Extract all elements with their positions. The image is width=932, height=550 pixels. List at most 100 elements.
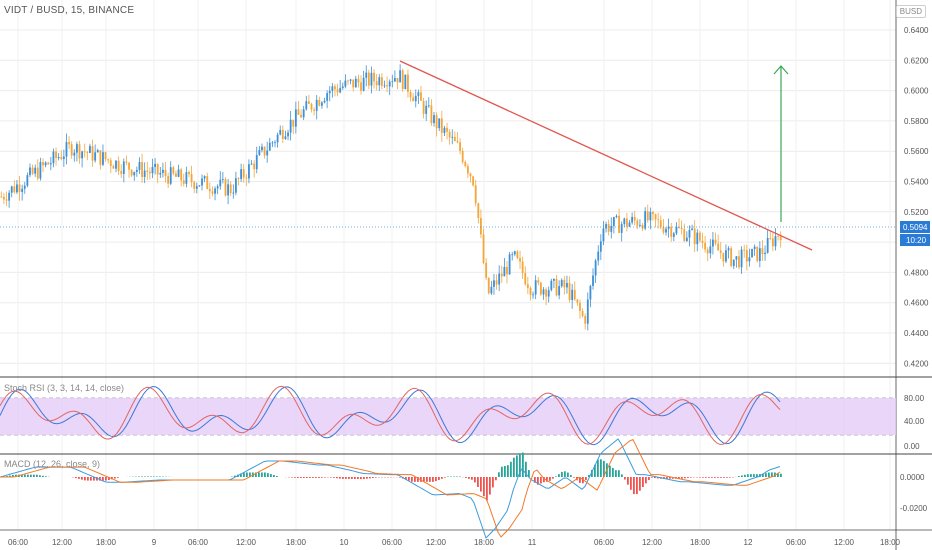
candle (532, 291, 534, 299)
candle (193, 180, 196, 194)
candle (36, 159, 39, 181)
annotation-arrow[interactable] (773, 65, 789, 222)
price-tick: 0.6400 (904, 26, 929, 35)
candle (625, 212, 628, 232)
candle (117, 156, 120, 175)
candle (216, 184, 219, 195)
candle (466, 163, 469, 178)
candle (440, 110, 443, 142)
candle (487, 277, 490, 295)
candle (500, 265, 503, 283)
candle (706, 247, 709, 262)
candle (618, 208, 620, 234)
candle (672, 231, 675, 242)
candle (430, 99, 433, 126)
candle (774, 228, 777, 251)
candle (722, 252, 725, 267)
candle (740, 246, 743, 274)
candle (730, 246, 733, 268)
candle (321, 101, 323, 109)
candle (461, 147, 464, 165)
candle (78, 140, 81, 164)
candle (691, 224, 693, 231)
candle (745, 244, 748, 271)
candle (693, 220, 696, 253)
candle (49, 157, 52, 171)
candle (221, 171, 224, 184)
candle (628, 219, 631, 227)
candle (576, 299, 579, 306)
candle (313, 107, 316, 116)
candle (13, 180, 16, 194)
candle (735, 256, 738, 268)
candle (709, 239, 712, 259)
candle (414, 89, 417, 108)
candle (495, 274, 498, 290)
candle (425, 100, 428, 121)
candle (701, 232, 704, 249)
candle (60, 150, 63, 161)
candle (68, 136, 70, 150)
candle (420, 85, 422, 101)
candle (292, 119, 295, 135)
candle (91, 139, 94, 167)
candle (417, 89, 420, 104)
candle (748, 248, 751, 267)
candle (208, 182, 211, 200)
candle (227, 179, 229, 205)
candle (354, 75, 357, 88)
candle (388, 79, 391, 96)
candle (107, 158, 110, 164)
candle (258, 146, 261, 156)
candle (133, 171, 136, 181)
candle (167, 172, 170, 188)
price-tick: 0.4400 (904, 329, 929, 338)
candle (550, 278, 553, 292)
candle (753, 244, 756, 256)
candle (29, 163, 31, 178)
candle (480, 209, 482, 239)
symbol-title: VIDT / BUSD, 15, BINANCE (4, 5, 135, 16)
candle (229, 181, 232, 196)
candle (396, 77, 399, 90)
price-tick: 0.4800 (904, 268, 929, 277)
stoch-rsi-lines (0, 385, 781, 446)
candle (652, 210, 654, 221)
trendline[interactable] (399, 60, 813, 251)
candle (443, 125, 446, 137)
candle (274, 140, 276, 148)
candle (336, 83, 339, 97)
candle (141, 153, 143, 183)
candle (378, 74, 381, 91)
candle (764, 245, 766, 261)
time-tick: 06:00 (382, 538, 403, 547)
candle (357, 74, 360, 88)
candle (201, 174, 203, 191)
candle (21, 184, 24, 201)
candle (579, 299, 581, 319)
candle (294, 101, 297, 134)
candle (597, 245, 600, 266)
candle (422, 97, 425, 119)
time-tick: 12:00 (426, 538, 447, 547)
candle (717, 234, 720, 251)
candle (242, 164, 245, 183)
candle (725, 244, 727, 264)
candle (678, 218, 680, 229)
candle (143, 162, 146, 184)
candle (55, 147, 57, 166)
candle (602, 220, 605, 246)
candle (224, 177, 227, 197)
candle (469, 172, 472, 183)
candle (636, 218, 639, 230)
candle (493, 273, 495, 295)
candle (148, 167, 151, 180)
currency-button[interactable]: BUSD (895, 5, 926, 18)
candle (620, 221, 623, 242)
time-axis-ticks: 06:00 12:00 18:00 9 06:00 12:00 18:00 10 06:00 12… (8, 538, 901, 547)
price-tick: 0.6000 (904, 87, 929, 96)
candle (568, 276, 571, 303)
candle (188, 170, 190, 178)
time-tick: 06:00 (786, 538, 807, 547)
